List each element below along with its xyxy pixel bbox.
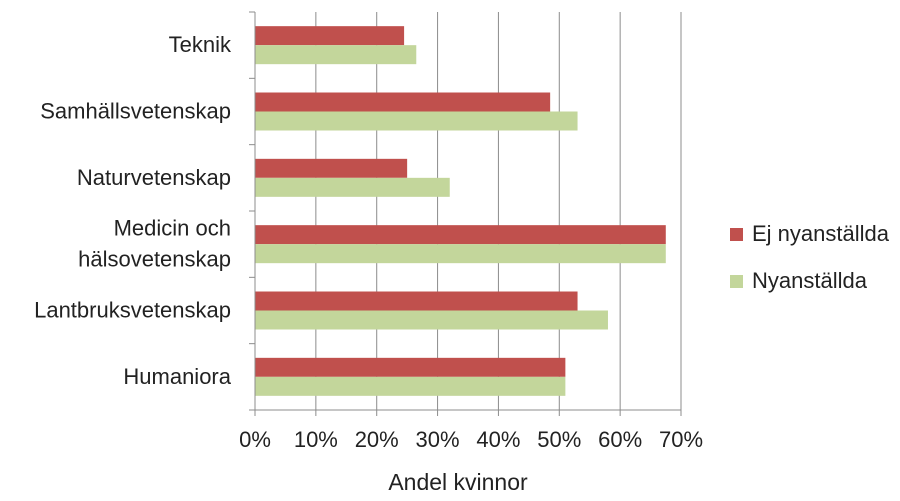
bar-ej-nyanstallda — [255, 92, 551, 112]
bar-ej-nyanstallda — [255, 357, 566, 377]
category-label: Naturvetenskap — [77, 165, 231, 190]
bar-nyanstallda — [255, 111, 578, 131]
bar-nyanstallda — [255, 177, 450, 197]
bar-ej-nyanstallda — [255, 225, 666, 245]
axes — [249, 11, 681, 411]
x-tick-label: 30% — [416, 427, 460, 452]
bar-nyanstallda — [255, 376, 566, 396]
gridlines — [254, 12, 682, 416]
category-labels: Teknik Samhällsvetenskap Naturvetenskap Med… — [34, 32, 232, 389]
category-label: Humaniora — [123, 364, 231, 389]
x-axis-title: Andel kvinnor — [388, 469, 528, 495]
x-tick-label: 60% — [598, 427, 642, 452]
category-label: Teknik — [169, 32, 232, 57]
bar-nyanstallda — [255, 244, 666, 264]
bars — [255, 26, 666, 396]
x-tick-label: 70% — [659, 427, 703, 452]
bar-ej-nyanstallda — [255, 26, 405, 46]
tick-labels: 0% 10% 20% 30% 40% 50% 60% 70% — [239, 427, 703, 452]
bar-ej-nyanstallda — [255, 158, 408, 178]
x-tick-label: 40% — [476, 427, 520, 452]
category-label: Lantbruksvetenskap — [34, 298, 231, 323]
category-label: Samhällsvetenskap — [40, 99, 231, 124]
legend-swatch — [730, 275, 743, 288]
x-tick-label: 50% — [537, 427, 581, 452]
category-label: hälsovetenskap — [78, 247, 231, 272]
bar-ej-nyanstallda — [255, 291, 578, 311]
x-tick-label: 0% — [239, 427, 271, 452]
legend-label: Nyanställda — [752, 268, 868, 293]
x-tick-label: 20% — [355, 427, 399, 452]
legend: Ej nyanställda Nyanställda — [730, 221, 890, 293]
bar-nyanstallda — [255, 45, 417, 65]
legend-label: Ej nyanställda — [752, 221, 890, 246]
category-label: Medicin och — [114, 216, 231, 241]
bar-nyanstallda — [255, 310, 608, 330]
x-tick-label: 10% — [294, 427, 338, 452]
legend-swatch — [730, 228, 743, 241]
